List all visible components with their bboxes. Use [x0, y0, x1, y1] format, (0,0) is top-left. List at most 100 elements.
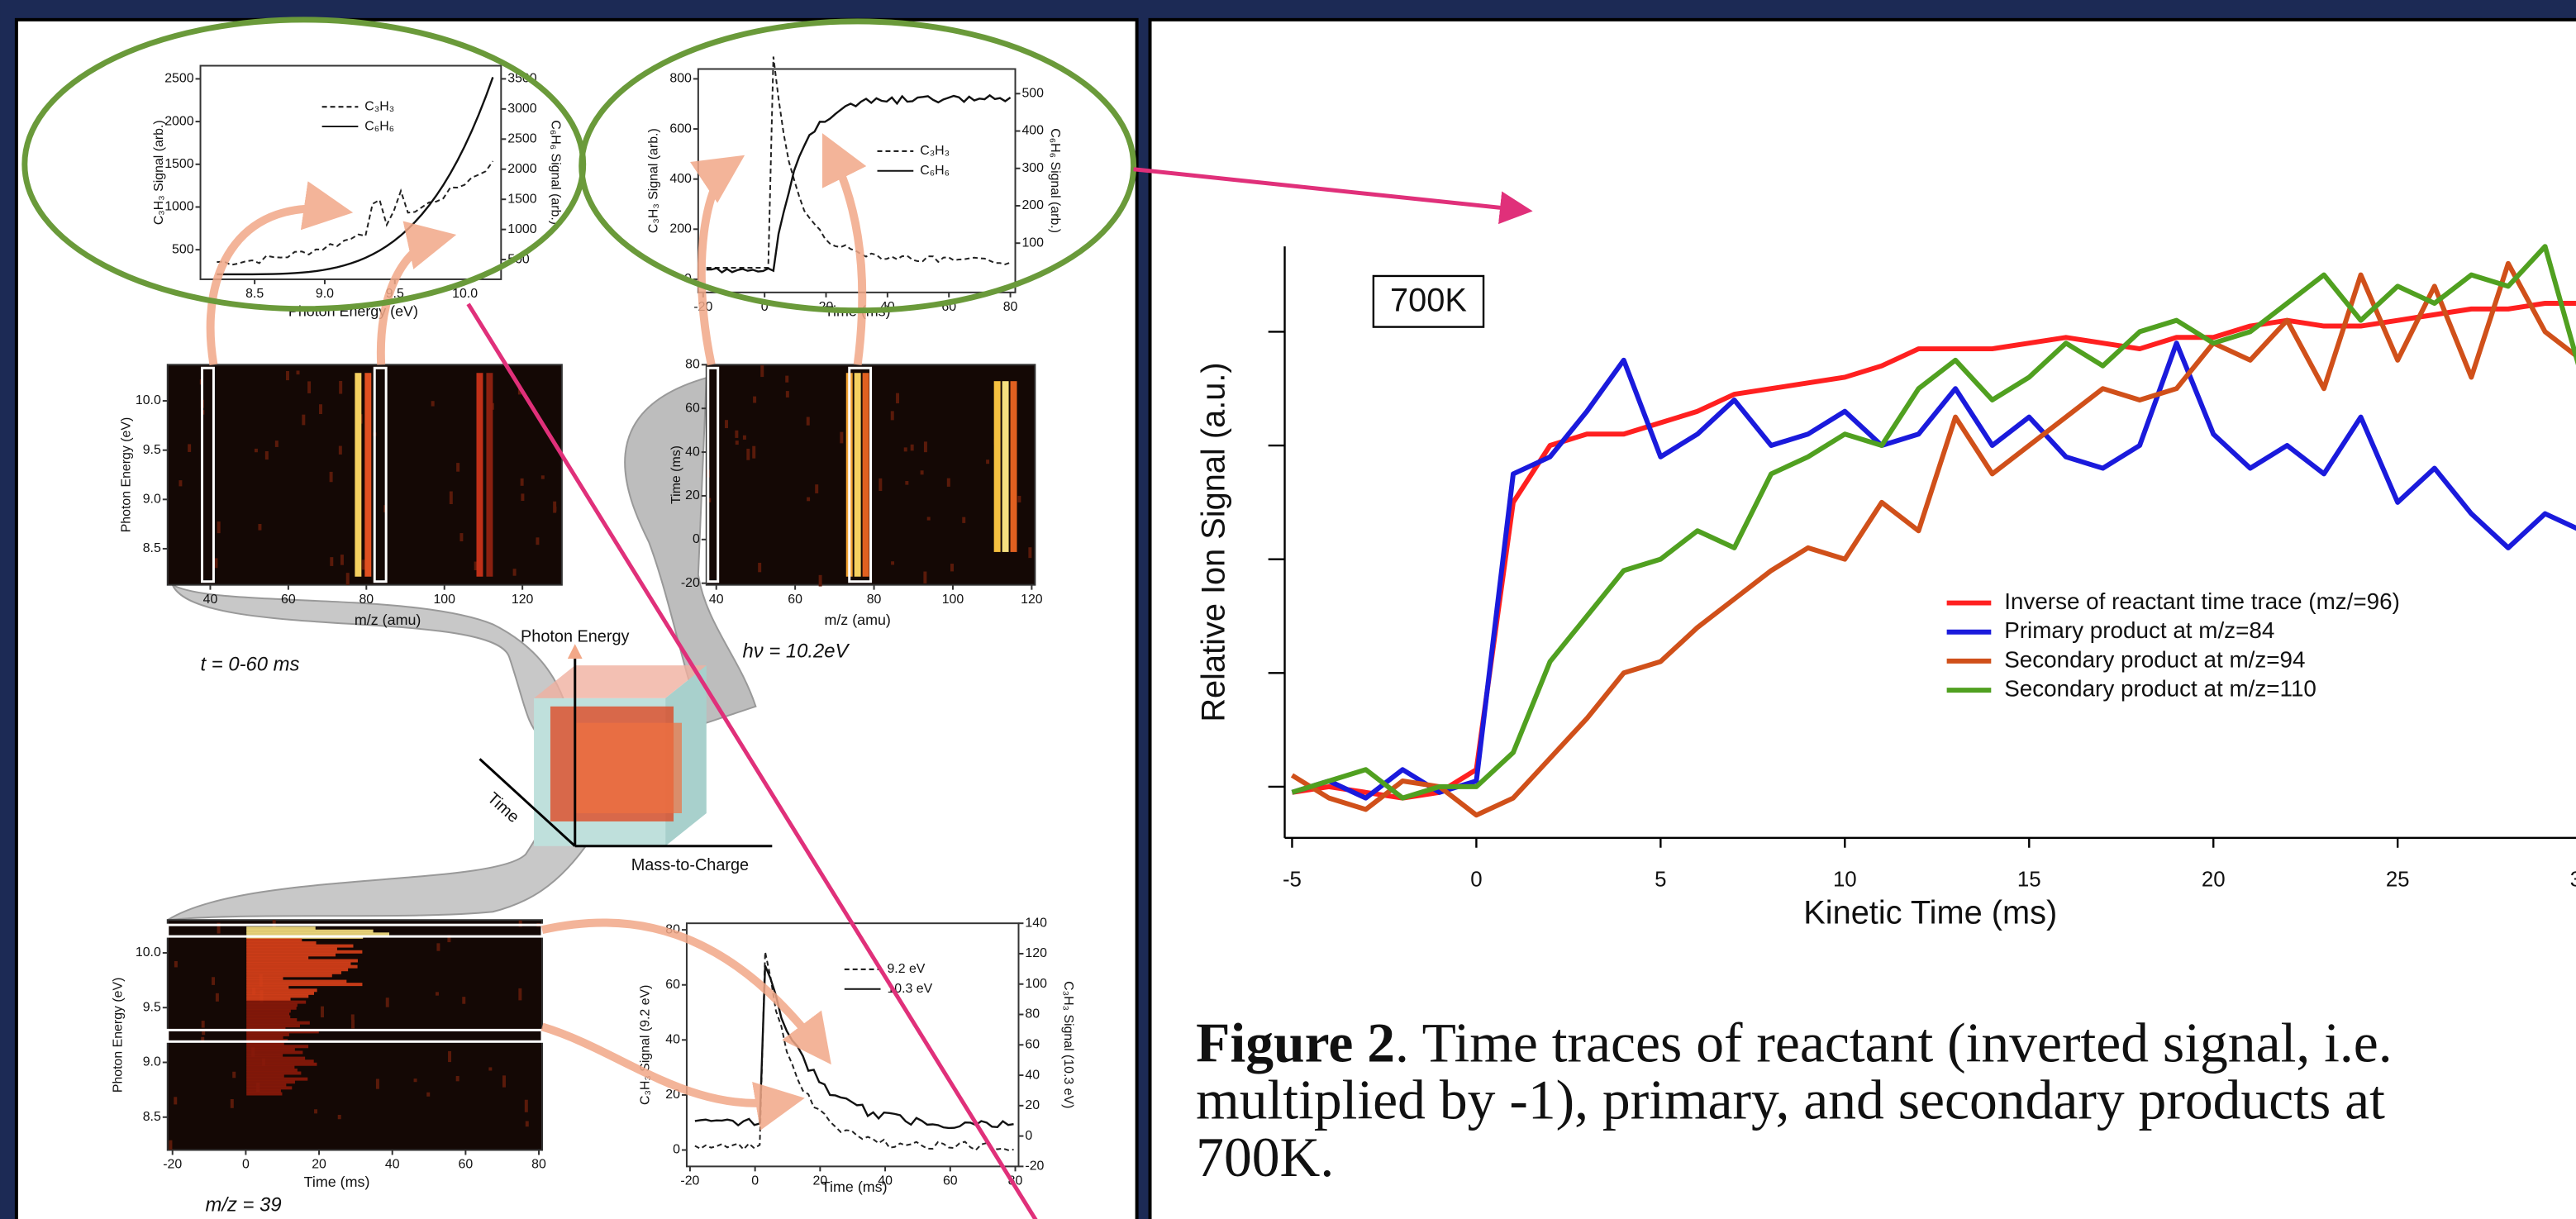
heat-speck [758, 562, 762, 573]
heat-band [246, 1009, 291, 1013]
heat-speck [746, 448, 750, 460]
panel-y2-tick-label: 1500 [507, 192, 537, 206]
heat-speck [752, 445, 756, 459]
pointer-line [466, 302, 1038, 1219]
highlight [848, 366, 873, 583]
panel-x-tick-label: 9.0 [316, 287, 334, 301]
heat-band [246, 1086, 293, 1090]
heat-speck [879, 478, 883, 492]
panel-y2-tick-label: 3000 [507, 102, 537, 116]
heat-speck [321, 1006, 324, 1018]
panel-y2-tick-label: -20 [1025, 1159, 1044, 1174]
heat-band [246, 1036, 283, 1040]
heat-speck [435, 992, 439, 996]
heat-speck [474, 561, 478, 571]
panel-y-label: Photon Energy (eV) [111, 978, 125, 1093]
panel-y-tick-label: 1500 [164, 157, 194, 171]
panel-y-label: C₃H₃ Signal (arb.) [646, 128, 660, 233]
heat-speck [449, 491, 453, 504]
panel-x-tick-label: 8.5 [245, 287, 264, 301]
flow-arrow [689, 155, 745, 366]
heat-speck [215, 993, 219, 1002]
panel-y-tick-label: 400 [669, 172, 692, 186]
panel-x-tick-label: 40 [878, 1174, 893, 1188]
heat-speck [840, 431, 844, 444]
heat-band [246, 955, 309, 959]
heat-speck [447, 935, 451, 943]
heat-speck [540, 475, 545, 479]
heat-band [246, 932, 390, 936]
panel-x-tick-label: 80 [867, 593, 882, 607]
heat-speck [785, 375, 789, 383]
panel-x-tick-label: -20 [680, 1174, 699, 1188]
panel-y2-tick-label: 0 [1025, 1129, 1032, 1143]
panel-y2-tick-label: 2500 [507, 132, 537, 146]
highlight-ellipse [579, 18, 1137, 314]
panel-frame [685, 922, 1020, 1168]
heat-speck [230, 1098, 234, 1108]
pointer-arrow [1133, 167, 1533, 225]
heat-band [246, 1083, 287, 1087]
heat-speck [905, 481, 909, 485]
heat-band [1002, 381, 1009, 552]
heat-speck [202, 1031, 206, 1036]
heat-speck [1017, 495, 1021, 502]
heat-speck [286, 370, 289, 381]
y-axis-label: Relative Ion Signal (a.u.) [1196, 362, 1232, 721]
panel-curve [217, 160, 494, 266]
highlight [166, 923, 544, 938]
heat-band [246, 944, 354, 948]
heat-band [246, 1045, 309, 1049]
heat-speck [903, 447, 907, 452]
heat-speck [212, 977, 216, 985]
panel-x-tick-label: 60 [281, 593, 296, 607]
heat-speck [174, 1097, 178, 1105]
heat-speck [923, 571, 927, 583]
panel-y2-tick-label: 400 [1021, 124, 1044, 138]
panel-y-tick-label: 0 [693, 532, 700, 546]
heat-speck [891, 561, 895, 565]
heat-band [246, 1003, 298, 1007]
heat-speck [340, 555, 344, 565]
panel-x-tick-label: 40 [385, 1158, 400, 1172]
heat-band [246, 953, 336, 957]
x-tick-label: 10 [1833, 868, 1857, 891]
caption-line: Figure 2. Time traces of reactant (inver… [1196, 1012, 2393, 1074]
panel-y-tick-label: 9.0 [143, 493, 161, 507]
heat-speck [338, 445, 342, 455]
heat-band [246, 1012, 290, 1016]
heat-speck [339, 380, 343, 394]
heat-speck [361, 560, 365, 570]
x-tick-label: 15 [2017, 868, 2041, 891]
heat-band [246, 1032, 289, 1036]
x-tick-label: 5 [1655, 868, 1666, 891]
heat-speck [896, 393, 900, 404]
heat-band [246, 947, 337, 951]
panel-y2-tick-label: 140 [1025, 916, 1047, 930]
right-panel [1148, 17, 2576, 1219]
heat-band [246, 1088, 281, 1093]
panel-curve [217, 77, 494, 276]
heat-band [246, 1059, 314, 1064]
heat-speck [214, 558, 218, 569]
heat-speck [201, 1021, 205, 1028]
series-line [1291, 301, 2576, 801]
heat-band [246, 938, 302, 942]
x-tick-label: 0 [1470, 868, 1482, 891]
panel-legend-label: 10.3 eV [887, 982, 932, 996]
heat-speck [329, 471, 333, 483]
panel-y-tick-label: 80 [685, 358, 700, 372]
panel-y-tick-label: 1000 [164, 200, 194, 214]
caption-text: multiplied by -1), primary, and secondar… [1196, 1069, 2385, 1131]
panel-caption: hν = 10.2eV [743, 640, 850, 662]
heat-speck [426, 1092, 431, 1097]
heat-speck [459, 533, 464, 542]
panel-y-tick-label: 500 [172, 242, 194, 256]
heat-speck [264, 451, 269, 460]
panel-x-tick-label: 100 [942, 593, 964, 607]
panel-y-tick-label: 600 [669, 121, 692, 136]
heat-speck [525, 1121, 529, 1127]
heat-band [246, 974, 332, 978]
highlight [707, 366, 720, 583]
